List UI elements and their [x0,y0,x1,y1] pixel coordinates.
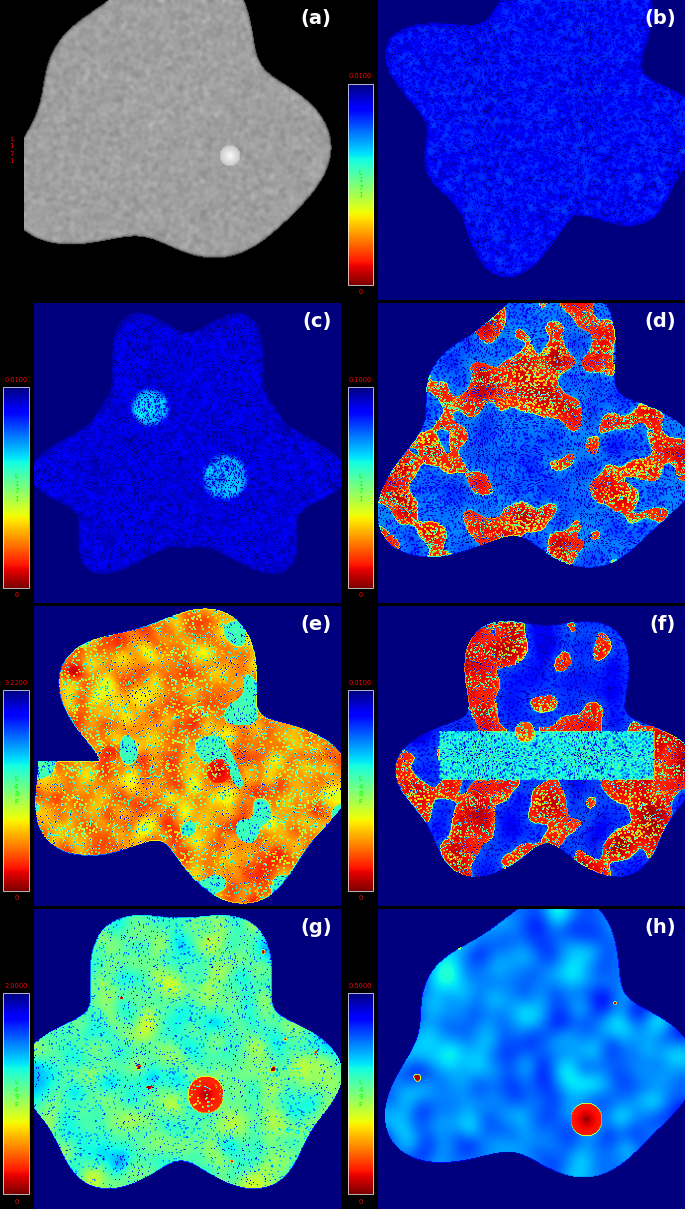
Text: (e): (e) [301,615,332,635]
Text: 0: 0 [14,592,18,598]
Text: 0: 0 [358,896,362,902]
Bar [3,387,29,588]
Text: L
4
9
F: L 4 9 F [14,1080,18,1107]
Text: (c): (c) [302,312,332,331]
Text: 0: 0 [358,289,362,295]
Text: (d): (d) [644,312,676,331]
Text: 2.0000: 2.0000 [5,983,28,989]
Text: (h): (h) [644,919,676,937]
Text: L
1
7
1: L 1 7 1 [358,170,363,198]
Bar [3,690,29,891]
Text: 0.1000: 0.1000 [349,376,372,382]
Text: 0.0100: 0.0100 [5,376,28,382]
Text: L
1
7
1: L 1 7 1 [10,135,14,164]
Text: L
4
9
F: L 4 9 F [358,1080,363,1107]
Text: 0: 0 [358,1198,362,1204]
Text: (g): (g) [300,919,332,937]
Text: (a): (a) [301,8,332,28]
Text: 9.2200: 9.2200 [5,679,28,686]
Text: 0.0100: 0.0100 [349,74,372,80]
Text: 0: 0 [358,592,362,598]
Bar [347,387,373,588]
Text: 0.5000: 0.5000 [349,983,372,989]
Text: L
4
8
F: L 4 8 F [358,776,363,805]
Bar [347,83,373,284]
Text: L
1
7
1: L 1 7 1 [14,473,18,502]
Bar [347,994,373,1194]
Text: (b): (b) [644,8,676,28]
Text: 0: 0 [14,896,18,902]
Bar [3,994,29,1194]
Text: L
4
8
F: L 4 8 F [14,776,18,805]
Text: 0: 0 [14,1198,18,1204]
Text: L
1
7
1: L 1 7 1 [358,473,363,502]
Text: (f): (f) [649,615,676,635]
Text: 0.0100: 0.0100 [349,679,372,686]
Bar [347,690,373,891]
